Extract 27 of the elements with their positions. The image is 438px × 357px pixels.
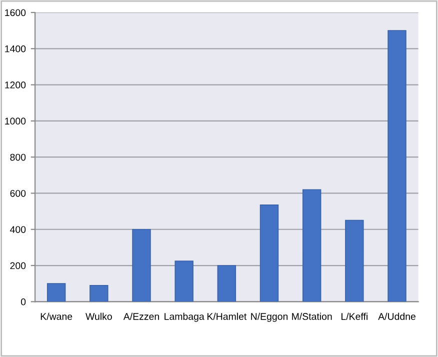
x-tick-label: K/wane [40, 312, 72, 320]
y-tick-label: 600 [10, 190, 26, 197]
x-tick-label: M/Station [292, 312, 332, 320]
y-tick-label: 1200 [5, 82, 26, 88]
bar [217, 265, 236, 302]
x-tick-label: L/Keffi [342, 312, 368, 320]
bar [46, 283, 66, 302]
y-tick-label: 1400 [5, 45, 26, 52]
y-tick-label: 0 [20, 298, 26, 306]
x-tick-label: K/Hamlet [207, 312, 247, 320]
bar [345, 220, 364, 302]
bar [302, 189, 322, 302]
y-tick-label: 200 [10, 262, 26, 270]
x-tick-label: Wulko [86, 312, 112, 320]
bar [90, 284, 108, 302]
y-tick-label: 400 [10, 226, 26, 233]
bar [174, 260, 194, 302]
x-tick-label: Lambaga [164, 312, 204, 322]
bar [388, 30, 406, 302]
bar [132, 228, 151, 302]
y-tick-label: 1000 [5, 118, 26, 125]
y-tick-label: 800 [10, 154, 26, 161]
y-tick-label: 1600 [5, 9, 26, 16]
x-tick-label: A/Ezzen [123, 312, 159, 320]
x-tick-label: N/Eggon [251, 312, 288, 322]
x-tick-label: A/Uddne [378, 312, 416, 320]
bar [260, 204, 279, 302]
